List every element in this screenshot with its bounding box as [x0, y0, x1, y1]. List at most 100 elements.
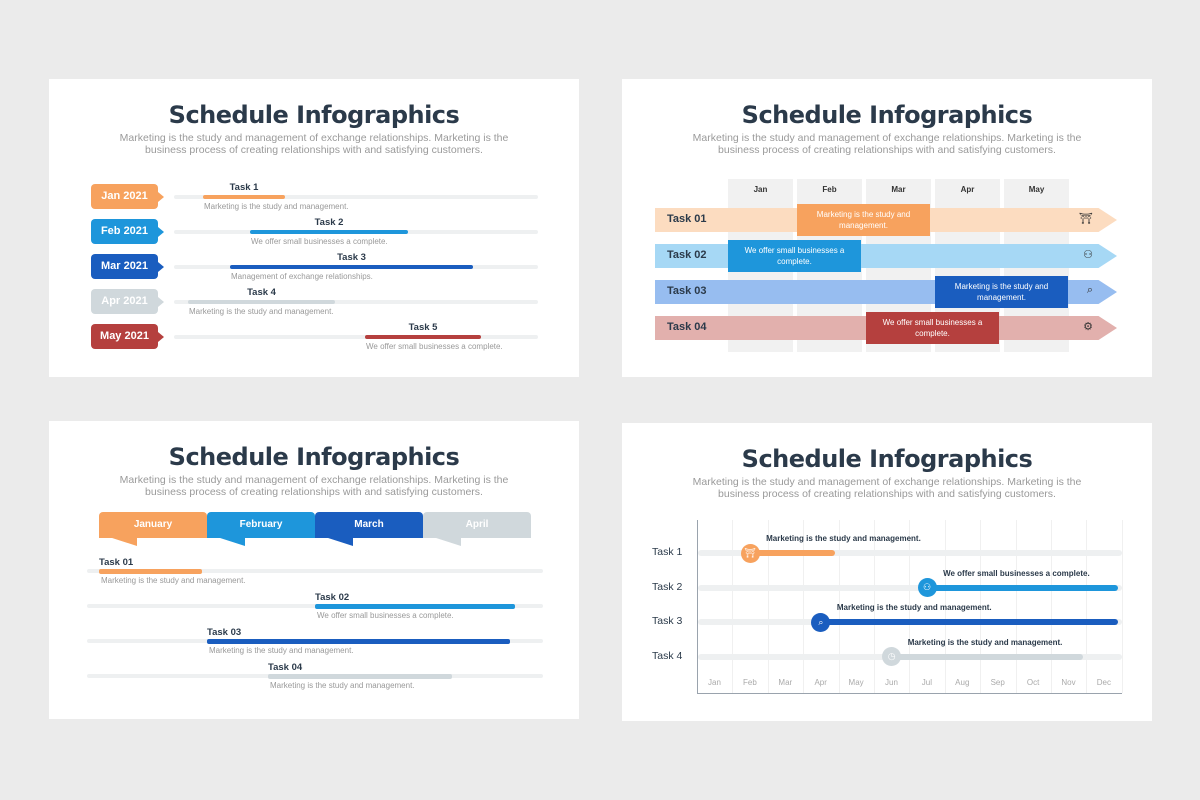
timeline-track	[174, 300, 538, 304]
task-bar	[750, 550, 836, 556]
task-label: Task 4	[652, 649, 683, 662]
slide-subtitle: Marketing is the study and management of…	[119, 132, 509, 156]
task-description: Marketing is the study and management.	[270, 681, 415, 690]
month-tab: March	[315, 512, 423, 538]
month-gridline	[980, 520, 982, 693]
slide-subtitle: Marketing is the study and management of…	[692, 476, 1082, 500]
month-gridline	[732, 520, 734, 693]
task-label: Task 2	[652, 580, 683, 593]
task-description: Marketing is the study and management.	[907, 637, 1063, 647]
task-description-box: Marketing is the study and management.	[935, 276, 1068, 308]
timeline-track	[698, 550, 1122, 556]
month-label: Jul	[921, 678, 932, 687]
timeline-track	[698, 584, 1122, 591]
task-description: Marketing is the study and management.	[766, 534, 921, 543]
date-label: Feb 2021	[91, 219, 164, 244]
month-label: May	[848, 678, 864, 687]
month-header: Apr	[960, 185, 975, 194]
tab-pointer	[217, 537, 245, 546]
gear-user-icon: ⚙	[1083, 321, 1093, 333]
month-label: Jan	[708, 678, 721, 687]
task-description: We offer small businesses a complete.	[366, 342, 503, 351]
task-description-box: We offer small businesses a complete.	[728, 240, 861, 272]
person-door-icon: ⛩	[1079, 213, 1093, 225]
task-bar	[927, 584, 1119, 591]
month-gridline	[803, 520, 805, 693]
task-label: Task 01	[667, 213, 707, 225]
task-label: Task 03	[667, 285, 707, 297]
task-bar	[203, 195, 285, 199]
month-label: Aug	[955, 678, 970, 687]
task-description: Marketing is the study and management.	[836, 603, 992, 612]
task-label: Task 5	[408, 322, 438, 333]
task-description-box: Marketing is the study and management.	[797, 204, 930, 236]
slide-title: Schedule Infographics	[168, 443, 460, 471]
month-header: May	[1028, 185, 1045, 194]
task-bar	[230, 265, 473, 269]
month-label: Jun	[885, 678, 898, 687]
month-label: Feb	[742, 678, 757, 687]
y-axis-line	[697, 520, 698, 693]
task-label: Task 01	[99, 557, 134, 568]
month-tab: February	[207, 512, 315, 538]
task-label: Task 3	[337, 252, 366, 263]
month-label: Oct	[1026, 678, 1040, 687]
task-bar	[365, 335, 481, 339]
month-label: Dec	[1096, 678, 1111, 687]
slide-subtitle: Marketing is the study and management of…	[119, 474, 509, 498]
month-gridline	[1051, 520, 1052, 693]
timeline-track	[174, 195, 538, 199]
task-bar	[99, 569, 202, 574]
task-label: Task 04	[667, 321, 707, 333]
task-bar	[268, 674, 452, 679]
task-label: Task 4	[247, 287, 276, 298]
date-label: May 2021	[91, 324, 164, 349]
task-description: Marketing is the study and management.	[101, 576, 246, 585]
month-label: Mar	[778, 678, 793, 687]
task-description: Management of exchange relationships.	[231, 272, 373, 281]
task-label: Task 04	[268, 662, 303, 673]
task-label: Task 1	[229, 182, 259, 193]
slide-date-labels: Schedule Infographics Marketing is the s…	[49, 79, 579, 377]
task-label: Task 03	[207, 627, 242, 638]
timeline-track	[87, 569, 543, 573]
month-label: Apr	[814, 678, 827, 687]
slide-title: Schedule Infographics	[168, 101, 460, 129]
person-door-icon: ⛩	[740, 543, 760, 563]
month-gridline	[909, 520, 911, 693]
month-tab: April	[423, 512, 531, 538]
tab-pointer	[325, 537, 353, 546]
clock-icon: ◷	[882, 647, 902, 666]
task-arrow: Task 02 ⚇	[655, 244, 1117, 268]
month-tab: January	[99, 512, 207, 538]
task-bar	[207, 639, 510, 644]
task-label: Task 1	[652, 546, 683, 558]
month-label: Nov	[1061, 678, 1076, 687]
task-description: Marketing is the study and management.	[204, 202, 349, 211]
task-description: Marketing is the study and management.	[189, 307, 334, 316]
date-label: Jan 2021	[91, 184, 164, 209]
tab-pointer	[109, 537, 137, 546]
month-gridline	[767, 520, 769, 693]
task-bar	[820, 619, 1119, 625]
slide-yearly-gantt: Schedule Infographics Marketing is the s…	[622, 423, 1152, 721]
hierarchy-icon: ⚇	[1083, 249, 1093, 261]
slide-month-tabs: Schedule Infographics Marketing is the s…	[49, 421, 579, 719]
month-gridline	[1121, 520, 1123, 693]
month-gridline	[838, 520, 840, 693]
x-axis-line	[697, 693, 1122, 694]
task-description: Marketing is the study and management.	[209, 646, 354, 655]
task-label: Task 02	[315, 592, 350, 603]
slide-subtitle: Marketing is the study and management of…	[692, 132, 1082, 156]
date-label: Mar 2021	[91, 254, 164, 279]
month-header: Feb	[822, 185, 837, 194]
task-description: We offer small businesses a complete.	[943, 568, 1090, 578]
month-gridline	[874, 520, 875, 693]
slide-arrow-gantt: Schedule Infographics Marketing is the s…	[622, 79, 1152, 377]
slide-title: Schedule Infographics	[741, 101, 1033, 129]
task-bar	[891, 653, 1083, 660]
month-gridline	[944, 520, 946, 693]
month-gridline	[1086, 520, 1088, 693]
month-header: Mar	[891, 185, 906, 194]
task-description: We offer small businesses a complete.	[317, 611, 454, 620]
